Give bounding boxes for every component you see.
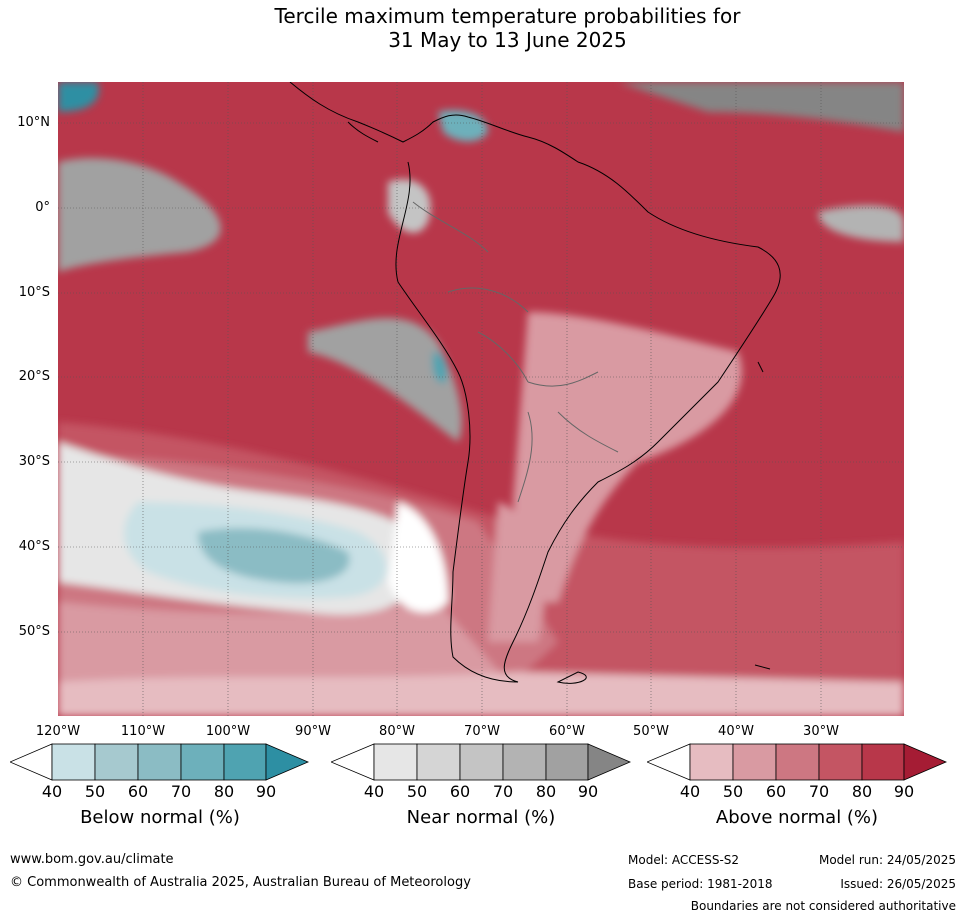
cbar-tick: 40: [679, 782, 701, 801]
cbar-segment: [180, 743, 225, 781]
model-text: Model: ACCESS-S2: [628, 853, 740, 867]
cbar-tick: 90: [577, 782, 599, 801]
cbar-tick: 50: [722, 782, 744, 801]
cbar-tick: 40: [363, 782, 385, 801]
cbar-segment: [545, 743, 589, 781]
lat-label: 50°S: [18, 624, 50, 639]
cbar-segment: [818, 743, 863, 781]
cbar-segment: [94, 743, 139, 781]
lat-label: 10°N: [17, 115, 50, 130]
below-normal-colorbar: [10, 743, 310, 781]
cbar-segment: [51, 743, 96, 781]
cbar-tick: 70: [492, 782, 514, 801]
above-normal-title: Above normal (%): [715, 807, 879, 828]
cbar-segment: [587, 743, 631, 781]
cbar-tick: 50: [84, 782, 106, 801]
borders: [412, 201, 619, 503]
cbar-tick: 60: [449, 782, 471, 801]
issued-text: Issued: 26/05/2025: [840, 877, 956, 891]
base-period-text: Base period: 1981-2018: [628, 877, 773, 891]
lon-label: 90°W: [295, 724, 331, 739]
lon-label: 100°W: [205, 724, 251, 739]
lon-label: 60°W: [549, 724, 585, 739]
cbar-tick: 70: [170, 782, 192, 801]
website-link[interactable]: www.bom.gov.au/climate: [10, 852, 174, 867]
above-normal-colorbar: [647, 743, 947, 781]
cbar-tick: 40: [41, 782, 63, 801]
cbar-segment: [373, 743, 418, 781]
graticule: [58, 82, 904, 716]
cbar-tick: 70: [808, 782, 830, 801]
lon-label: 80°W: [379, 724, 415, 739]
below-normal-title: Below normal (%): [80, 807, 240, 828]
probability-field: [58, 82, 904, 716]
map-title: Tercile maximum temperature probabilitie…: [0, 4, 965, 52]
probability-map: [58, 82, 904, 716]
cbar-segment: [331, 743, 375, 781]
cbar-segment: [732, 743, 777, 781]
lat-label: 40°S: [18, 539, 50, 554]
disclaimer-text: Boundaries are not considered authoritat…: [690, 899, 956, 913]
cbar-segment: [416, 743, 461, 781]
lat-label: 30°S: [18, 454, 50, 469]
model-run-text: Model run: 24/05/2025: [818, 853, 956, 867]
cbar-tick: 80: [213, 782, 235, 801]
lon-label: 40°W: [718, 724, 754, 739]
cbar-tick: 90: [893, 782, 915, 801]
cbar-segment: [689, 743, 734, 781]
cbar-segment: [459, 743, 504, 781]
cbar-segment: [137, 743, 182, 781]
cbar-tick: 60: [765, 782, 787, 801]
title-line-2: 31 May to 13 June 2025: [388, 28, 627, 52]
lon-label: 120°W: [35, 724, 81, 739]
cbar-segment: [861, 743, 905, 781]
lon-label: 50°W: [633, 724, 669, 739]
cbar-segment: [903, 743, 947, 781]
lon-label: 30°W: [803, 724, 839, 739]
cbar-segment: [223, 743, 267, 781]
near-normal-title: Near normal (%): [406, 807, 556, 828]
lon-label: 110°W: [120, 724, 166, 739]
cbar-segment: [647, 743, 691, 781]
cbar-tick: 60: [127, 782, 149, 801]
cbar-tick: 90: [255, 782, 277, 801]
coastlines: [289, 82, 781, 684]
lat-label: 10°S: [18, 285, 50, 300]
cbar-tick: 80: [535, 782, 557, 801]
copyright-text: © Commonwealth of Australia 2025, Austra…: [10, 875, 471, 890]
lat-label: 0°: [35, 200, 50, 215]
cbar-tick: 50: [406, 782, 428, 801]
title-line-1: Tercile maximum temperature probabilitie…: [274, 4, 741, 28]
cbar-tick: 80: [851, 782, 873, 801]
lat-label: 20°S: [18, 369, 50, 384]
cbar-segment: [265, 743, 310, 781]
cbar-segment: [775, 743, 820, 781]
near-normal-colorbar: [331, 743, 631, 781]
cbar-segment: [502, 743, 547, 781]
lon-label: 70°W: [464, 724, 500, 739]
cbar-segment: [10, 743, 53, 781]
